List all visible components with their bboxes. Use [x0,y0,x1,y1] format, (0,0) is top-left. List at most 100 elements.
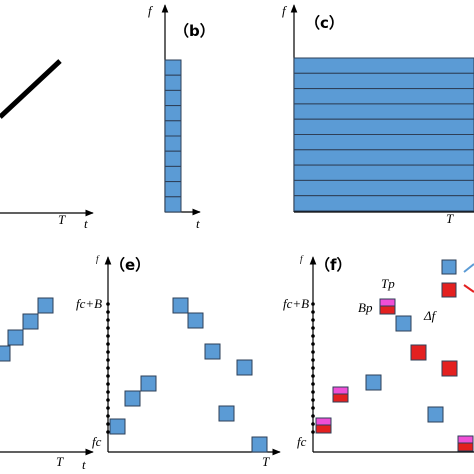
freq-tick-dot [311,390,315,394]
hop-square [172,297,189,314]
panel-f-hops [315,298,474,452]
panel-c-T-label: T [446,211,454,226]
legend-red-line [463,284,474,293]
freq-tick-dot [311,406,315,410]
hop-square [187,312,204,329]
freq-tick-dot [311,366,315,370]
panel-e-label: （e） [110,256,150,274]
panel-f-f-label: f [300,254,304,264]
panel-a-t-label: t [84,216,88,231]
panel-b: f （b） t [148,3,215,231]
freq-tick-dot [106,422,110,426]
hop-square [204,343,221,360]
band-cell [293,88,474,105]
freq-tick-dot [106,390,110,394]
freq-tick-dot [311,430,315,434]
freq-tick-dot [106,350,110,354]
panel-f: f （f） fc+B fc Tp Bp Δf [283,254,474,453]
subband-cell [164,89,182,107]
freq-tick-dot [106,342,110,346]
band-cell [293,179,474,197]
panel-c: f （c） T [282,3,474,226]
freq-tick-dot [106,430,110,434]
panel-f-tp-label: Tp [381,276,395,291]
hop-square [218,405,235,422]
panel-b-f-label: f [148,3,154,18]
hop-square-red-half [379,305,396,315]
panel-d-T-label: T [56,454,64,469]
panel-f-fcB-label: fc+B [283,296,309,311]
hop-square [7,329,24,346]
subband-cell [164,105,182,122]
subband-cell [164,59,182,76]
panel-f-delta-f-label: Δf [423,308,438,323]
freq-tick-dot [106,334,110,338]
panel-f-fc-label: fc [297,434,307,449]
panel-f-freq-ticks [311,302,315,434]
hop-square [427,406,444,423]
band-cell [293,134,474,151]
freq-tick-dot [106,358,110,362]
panel-e-hops [109,297,268,453]
panel-c-label: （c） [305,14,344,32]
hop-square [37,297,54,314]
band-cell [293,57,474,74]
panel-e-fcB-label: fc+B [76,296,102,311]
panel-d-t-label: t [82,457,86,472]
freq-tick-dot [106,398,110,402]
panel-a: T t [0,59,94,231]
freq-tick-dot [311,326,315,330]
panel-f-bp-label: Bp [358,300,373,315]
freq-tick-dot [106,406,110,410]
subband-cell [164,120,182,137]
freq-tick-dot [106,382,110,386]
legend-red-square [441,282,457,298]
panel-e-freq-ticks [106,302,110,434]
hop-square [236,359,253,376]
hop-square-red [410,344,427,361]
panel-a-chirp-line [0,59,62,119]
panel-d: T t [0,297,94,472]
freq-tick-dot [106,318,110,322]
freq-tick-dot [311,422,315,426]
subband-cell [164,196,182,213]
freq-tick-dot [311,334,315,338]
hop-square [365,374,382,391]
panel-c-f-label: f [282,3,288,18]
subband-cell [164,165,182,183]
subband-cell [164,74,182,91]
freq-tick-dot [311,350,315,354]
hop-square [395,315,412,332]
hop-square-red-half [315,424,332,434]
freq-tick-dot [106,366,110,370]
panel-b-subband-stack [164,59,182,213]
panel-c-band-stack [293,57,474,212]
panel-d-hops [0,297,54,362]
hop-square [251,436,268,453]
panel-e-f-label: f [96,254,100,264]
freq-tick-dot [106,374,110,378]
freq-tick-dot [311,302,315,306]
hop-square-red [441,360,458,377]
freq-tick-dot [106,302,110,306]
band-cell [293,118,474,135]
subband-cell [164,135,182,152]
subband-cell [164,181,182,198]
hop-square [140,375,157,392]
freq-tick-dot [311,414,315,418]
band-cell [293,149,474,166]
panel-b-label: （b） [174,22,215,40]
freq-tick-dot [311,398,315,402]
hop-square [124,390,141,407]
legend-blue-line [463,263,474,273]
hop-square [0,345,11,362]
panel-b-t-label: t [196,216,200,231]
hop-square [22,313,39,330]
hop-square-red-half [332,393,349,403]
panel-e-fc-label: fc [92,434,102,449]
band-cell [293,72,474,90]
band-cell [293,195,474,212]
freq-tick-dot [311,318,315,322]
panel-f-label: （f） [315,256,352,274]
